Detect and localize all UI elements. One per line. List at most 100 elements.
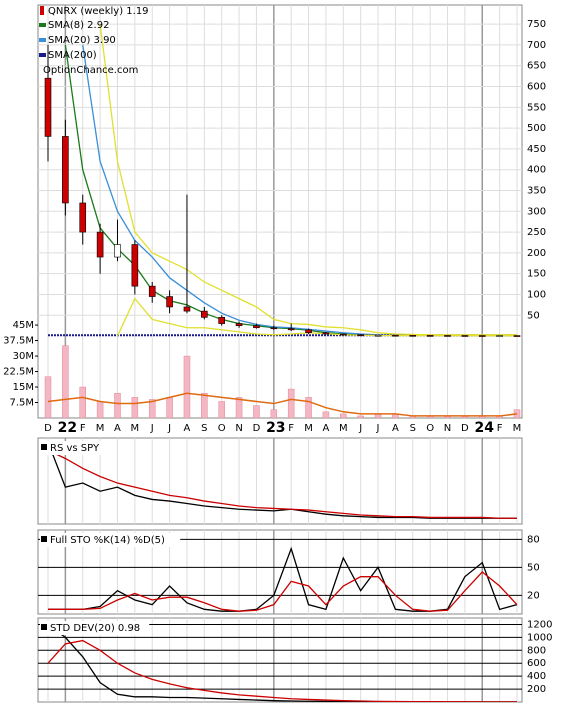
- volume-bar: [305, 397, 312, 418]
- y-tick-label: 600: [527, 82, 546, 93]
- x-tick-label: J: [358, 423, 362, 434]
- series-line: [99, 24, 517, 336]
- candle-body: [253, 325, 260, 329]
- volume-bar: [44, 376, 52, 418]
- candle-body: [218, 317, 226, 324]
- y-tick-label: 200: [527, 248, 546, 259]
- x-tick-label: 23: [266, 420, 285, 436]
- y-tick-label: 300: [527, 206, 546, 217]
- volume-bar: [322, 411, 330, 418]
- x-tick-label: 24: [475, 420, 495, 436]
- legend-swatch: [39, 23, 46, 27]
- volume-bar: [183, 355, 191, 418]
- y-tick-label: 500: [527, 123, 546, 134]
- panel-title: STD DEV(20) 0.98: [50, 623, 140, 634]
- x-tick-label: A: [323, 423, 330, 434]
- x-tick-label: M: [304, 423, 313, 434]
- x-tick-label: S: [410, 423, 416, 434]
- plot: [48, 546, 518, 612]
- candle-body: [305, 329, 312, 334]
- volume-bar: [201, 392, 208, 418]
- candle-body: [426, 335, 434, 337]
- x-tick-label: S: [201, 423, 207, 434]
- candle-body: [270, 327, 278, 330]
- y-tick-label: 750: [527, 19, 546, 30]
- candle-body: [409, 335, 417, 337]
- x-tick-label: M: [339, 423, 348, 434]
- plot: [44, 24, 521, 418]
- candle-body: [444, 335, 451, 337]
- title-bg: [40, 441, 106, 455]
- y2-tick-label: 45M: [13, 320, 34, 331]
- candle-body: [374, 334, 382, 337]
- candle-body: [357, 334, 364, 337]
- volume-bar: [166, 397, 173, 418]
- volume-bar: [79, 386, 86, 418]
- candle-body: [62, 136, 69, 204]
- annotation: OptionChance.com: [43, 65, 138, 76]
- candle-body: [44, 77, 52, 137]
- volume-bar: [96, 401, 104, 418]
- x-tick-label: D: [461, 423, 469, 434]
- y-tick-label: 50: [527, 562, 540, 573]
- plot: [47, 623, 517, 702]
- x-tick-label: M: [96, 423, 105, 434]
- x-tick-label: N: [444, 423, 451, 434]
- chart-title: QNRX (weekly) 1.19: [48, 6, 149, 17]
- candle-body: [235, 323, 243, 326]
- y2-tick-label: 30M: [13, 351, 34, 362]
- x-tick-label: A: [184, 423, 191, 434]
- volume-bar: [148, 399, 156, 418]
- y-tick-label: 80: [527, 534, 540, 545]
- series-line: [47, 449, 517, 519]
- y-tick-label: 1200: [527, 619, 552, 630]
- candle-body: [148, 285, 156, 297]
- candle-body: [131, 244, 139, 287]
- candle-body: [461, 335, 469, 337]
- legend-label: SMA(8) 2.92: [48, 20, 109, 31]
- y2-tick-label: 37.5M: [3, 336, 34, 347]
- y-tick-label: 800: [527, 645, 546, 656]
- legend-icon: [41, 624, 47, 630]
- x-tick-label: N: [235, 423, 242, 434]
- series-line: [47, 441, 517, 519]
- y-tick-label: 350: [527, 185, 546, 196]
- legend-label: SMA(20) 3.90: [48, 35, 116, 46]
- x-tick-label: M: [131, 423, 140, 434]
- plot: [47, 441, 517, 519]
- y-tick-label: 650: [527, 61, 546, 72]
- y-tick-label: 50: [527, 310, 540, 321]
- volume-bar: [270, 409, 278, 418]
- x-tick-label: D: [253, 423, 261, 434]
- volume-bar: [357, 415, 364, 418]
- x-tick-label: M: [513, 423, 522, 434]
- x-tick-label: D: [44, 423, 52, 434]
- y-tick-label: 20: [527, 590, 540, 601]
- y2-tick-label: 7.5M: [9, 398, 34, 409]
- y-tick-label: 600: [527, 658, 546, 669]
- y-tick-label: 250: [527, 227, 546, 238]
- volume-bar: [340, 413, 347, 418]
- legend-label: SMA(200): [48, 50, 97, 61]
- y-tick-label: 550: [527, 102, 546, 113]
- x-tick-label: J: [167, 423, 171, 434]
- legend-swatch: [39, 53, 46, 57]
- y-tick-label: 200: [527, 684, 546, 695]
- x-tick-label: O: [218, 423, 226, 434]
- volume-bar: [114, 392, 121, 418]
- y2-tick-label: 15M: [13, 382, 34, 393]
- x-tick-label: O: [426, 423, 434, 434]
- y-tick-label: 100: [527, 289, 546, 300]
- y2-tick-label: 22.5M: [3, 367, 34, 378]
- candle-body: [392, 334, 399, 337]
- title-bg: [40, 533, 181, 547]
- title-bg: [40, 621, 150, 635]
- volume-bar: [235, 397, 243, 418]
- y-tick-label: 400: [527, 165, 546, 176]
- candle-body: [513, 335, 521, 337]
- x-tick-label: F: [288, 423, 294, 434]
- volume-bar: [287, 388, 295, 418]
- volume-bar: [131, 397, 139, 418]
- candle-body: [201, 310, 208, 318]
- legend-icon: [41, 536, 47, 542]
